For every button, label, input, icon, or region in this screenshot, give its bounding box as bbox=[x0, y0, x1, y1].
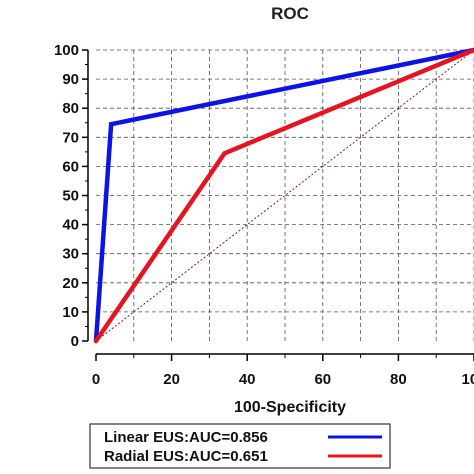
y-tick-label: 80 bbox=[62, 100, 79, 117]
roc-curve-radial bbox=[93, 47, 474, 344]
x-tick-label: 100 bbox=[461, 371, 474, 388]
tick-label-layer: 0 10 20 30 40 50 60 70 80 90 100 0 20 40 60 80 100 bbox=[54, 42, 474, 388]
roc-curve-linear bbox=[93, 47, 474, 344]
series-layer bbox=[93, 47, 474, 344]
y-tick-label: 40 bbox=[62, 217, 79, 234]
legend-label-radial: Radial EUS:AUC=0.651 bbox=[104, 448, 268, 465]
axes-layer bbox=[82, 49, 474, 361]
x-tick-label: 60 bbox=[314, 371, 331, 388]
chart-title: ROC bbox=[271, 4, 309, 23]
legend-box bbox=[89, 423, 391, 469]
x-tick-label: 20 bbox=[163, 371, 180, 388]
y-tick-label: 70 bbox=[62, 129, 79, 146]
x-axis-label: 100-Specificity bbox=[234, 399, 346, 416]
y-tick-label: 100 bbox=[54, 42, 79, 59]
x-tick-label: 80 bbox=[390, 371, 407, 388]
legend: Linear EUS:AUC=0.856 Radial EUS:AUC=0.65… bbox=[89, 423, 391, 469]
y-tick-label: 60 bbox=[62, 158, 79, 175]
grid-layer bbox=[96, 49, 474, 341]
legend-label-linear: Linear EUS:AUC=0.856 bbox=[104, 429, 268, 446]
y-tick-label: 90 bbox=[62, 71, 79, 88]
y-tick-label: 20 bbox=[62, 275, 79, 292]
y-tick-label: 10 bbox=[62, 304, 79, 321]
reference-diagonal-line bbox=[95, 49, 474, 342]
y-tick-label: 50 bbox=[62, 188, 79, 205]
x-tick-label: 0 bbox=[92, 371, 100, 388]
y-tick-label: 30 bbox=[62, 246, 79, 263]
y-tick-label: 0 bbox=[71, 333, 79, 350]
reference-layer bbox=[95, 49, 474, 342]
x-tick-label: 40 bbox=[239, 371, 256, 388]
